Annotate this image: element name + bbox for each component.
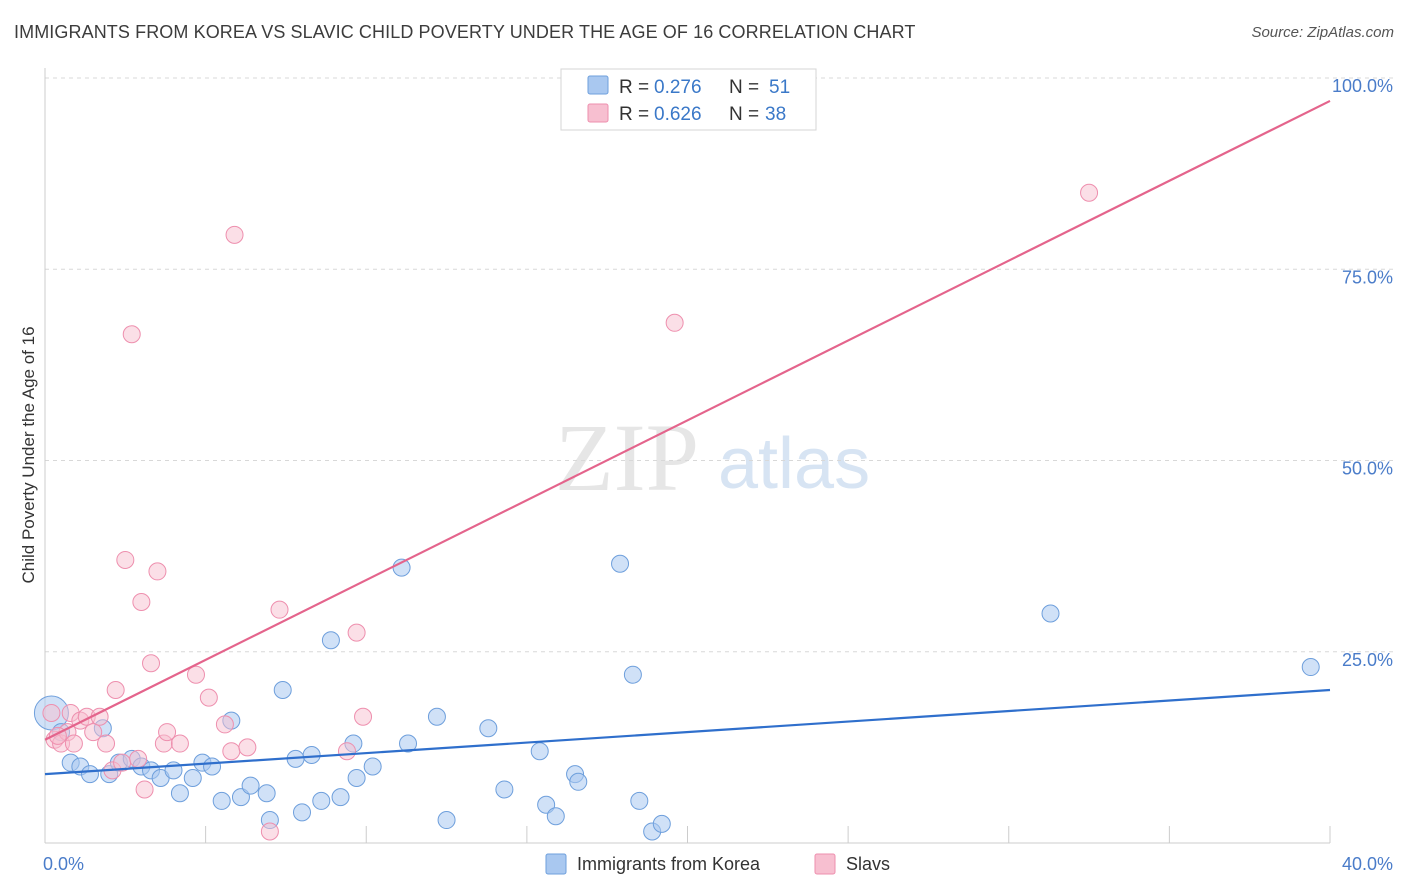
legend-n-value-slavs: 38 (765, 104, 786, 125)
korea-point[interactable] (537, 795, 556, 814)
slavs-point[interactable] (1080, 183, 1099, 202)
gridlines (45, 77, 1395, 653)
y-tick-label: 50.0% (1342, 459, 1393, 479)
korea-point[interactable] (331, 788, 350, 807)
slavs-point[interactable] (142, 654, 161, 673)
korea-point[interactable] (241, 776, 260, 795)
korea-point[interactable] (569, 772, 588, 791)
korea-point[interactable] (623, 665, 642, 684)
slavs-point[interactable] (64, 734, 83, 753)
korea-point[interactable] (546, 807, 565, 826)
slavs-point[interactable] (347, 623, 366, 642)
slavs-point[interactable] (84, 723, 103, 742)
korea-point[interactable] (170, 784, 189, 803)
slavs-point[interactable] (170, 734, 189, 753)
legend-r-label-korea: R = (619, 77, 649, 98)
korea-point[interactable] (203, 757, 222, 776)
y-tick-label: 25.0% (1342, 650, 1393, 670)
korea-point[interactable] (399, 734, 418, 753)
legend-r-value-korea: 0.276 (654, 77, 702, 98)
slavs-point[interactable] (199, 688, 218, 707)
korea-point[interactable] (80, 765, 99, 784)
slavs-point[interactable] (337, 742, 356, 761)
korea-point[interactable] (347, 768, 366, 787)
slavs-point[interactable] (148, 562, 167, 581)
slavs-point[interactable] (354, 707, 373, 726)
korea-point[interactable] (183, 768, 202, 787)
legend-n-label-korea: N = (729, 77, 759, 98)
watermark-zip: ZIP (555, 404, 699, 511)
slavs-points (42, 183, 1099, 841)
legend-n-value-korea: 51 (769, 77, 790, 98)
source-label: Source: ZipAtlas.com (1251, 24, 1394, 41)
korea-point[interactable] (479, 719, 498, 738)
slavs-point[interactable] (238, 738, 257, 757)
korea-trend-line (44, 688, 1331, 776)
slavs-point[interactable] (135, 780, 154, 799)
korea-point[interactable] (321, 631, 340, 650)
legend-r-label-slavs: R = (619, 104, 649, 125)
korea-point[interactable] (1041, 604, 1060, 623)
slavs-point[interactable] (225, 225, 244, 244)
slavs-trend-line (44, 99, 1331, 741)
slavs-point[interactable] (122, 325, 141, 344)
slavs-point[interactable] (158, 723, 177, 742)
korea-point[interactable] (257, 784, 276, 803)
bottom-legend-label-slavs[interactable]: Slavs (846, 854, 890, 874)
slavs-point[interactable] (132, 593, 151, 612)
korea-point[interactable] (212, 791, 231, 810)
chart-title: IMMIGRANTS FROM KOREA VS SLAVIC CHILD PO… (14, 22, 916, 42)
korea-point[interactable] (312, 791, 331, 810)
x-tick-label: 0.0% (43, 854, 84, 874)
slavs-point[interactable] (106, 681, 125, 699)
y-tick-label: 75.0% (1342, 267, 1393, 287)
korea-point[interactable] (363, 757, 382, 776)
y-axis-title: Child Poverty Under the Age of 16 (19, 326, 38, 583)
korea-point[interactable] (652, 814, 671, 833)
bottom-legend-swatch-korea[interactable] (545, 853, 567, 875)
korea-point[interactable] (1301, 658, 1320, 677)
slavs-point[interactable] (129, 749, 148, 768)
slavs-point[interactable] (186, 665, 205, 684)
slavs-point[interactable] (270, 600, 289, 619)
trend-lines (44, 99, 1331, 776)
slavs-point[interactable] (116, 550, 135, 569)
watermark-atlas: atlas (718, 424, 870, 504)
korea-point[interactable] (293, 803, 311, 822)
slavs-point[interactable] (222, 742, 241, 761)
x-ticks: 0.0% 40.0% (43, 826, 1393, 874)
series-legend: Immigrants from Korea Slavs (545, 853, 890, 875)
korea-point[interactable] (495, 780, 514, 799)
legend-r-value-slavs: 0.626 (654, 104, 702, 125)
korea-point[interactable] (231, 788, 250, 807)
legend-n-label-slavs: N = (729, 104, 759, 125)
korea-point[interactable] (611, 554, 630, 573)
slavs-point[interactable] (260, 822, 279, 841)
bottom-legend-swatch-slavs[interactable] (814, 853, 836, 875)
korea-point[interactable] (630, 791, 649, 810)
legend-swatch-korea (587, 75, 609, 95)
korea-point[interactable] (530, 742, 549, 761)
slavs-point[interactable] (42, 703, 61, 722)
stats-legend: R = 0.276 N = 51 R = 0.626 N = 38 (560, 68, 817, 131)
y-ticks: 25.0% 50.0% 75.0% 100.0% (1332, 76, 1393, 670)
bottom-legend-label-korea[interactable]: Immigrants from Korea (577, 854, 761, 874)
slavs-point[interactable] (97, 734, 116, 753)
y-tick-label: 100.0% (1332, 76, 1393, 96)
slavs-point[interactable] (665, 313, 684, 332)
slavs-point[interactable] (215, 715, 234, 734)
korea-point[interactable] (427, 707, 446, 726)
korea-point[interactable] (273, 681, 292, 699)
legend-swatch-slavs (587, 103, 609, 123)
korea-point[interactable] (437, 811, 456, 830)
korea-point[interactable] (302, 746, 321, 765)
korea-points (33, 554, 1320, 841)
x-tick-label: 40.0% (1342, 854, 1393, 874)
